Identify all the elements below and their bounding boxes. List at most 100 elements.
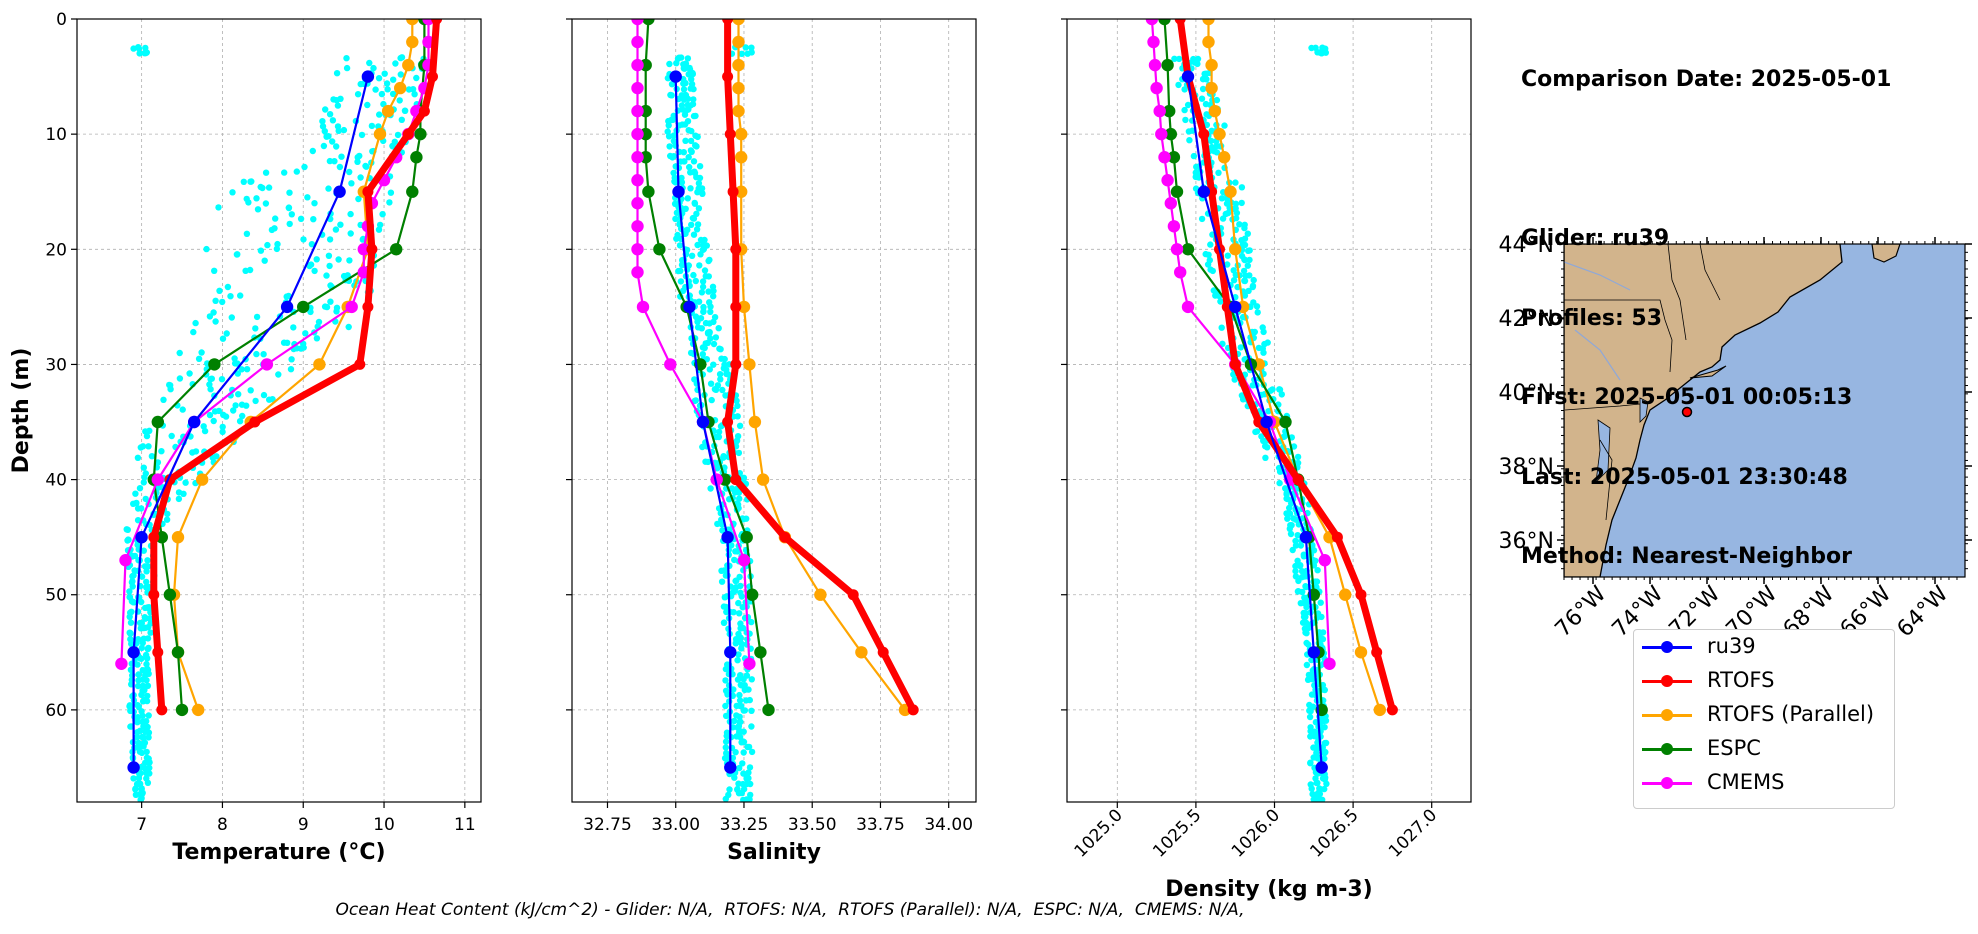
- data-point: [855, 646, 868, 659]
- data-point: [1181, 243, 1195, 256]
- glider-scatter-point: [1294, 453, 1302, 461]
- data-point: [1279, 415, 1292, 429]
- data-point: [743, 657, 756, 670]
- glider-scatter-point: [235, 391, 242, 398]
- glider-scatter-point: [672, 215, 679, 223]
- data-point: [345, 300, 358, 314]
- data-point: [366, 243, 378, 255]
- x-tick-label: 1025.0: [1071, 805, 1127, 861]
- glider-scatter-point: [195, 355, 203, 362]
- data-point: [362, 186, 374, 198]
- data-point: [357, 243, 370, 256]
- glider-scatter-point: [304, 194, 311, 201]
- glider-scatter-point: [139, 789, 146, 797]
- data-point: [1208, 104, 1222, 118]
- glider-scatter-point: [1321, 724, 1328, 731]
- glider-scatter-point: [332, 226, 340, 233]
- glider-scatter-point: [133, 500, 140, 507]
- glider-scatter-point: [134, 682, 142, 690]
- glider-scatter: [123, 44, 427, 802]
- data-point: [135, 531, 148, 544]
- data-point: [196, 473, 209, 486]
- glider-scatter-point: [708, 396, 715, 404]
- legend-marker: [1661, 709, 1673, 721]
- glider-scatter-point: [376, 221, 384, 229]
- glider-scatter-point: [685, 71, 692, 78]
- glider-scatter-point: [1241, 292, 1249, 299]
- glider-scatter-point: [257, 247, 265, 254]
- glider-scatter-point: [180, 490, 187, 497]
- glider-scatter-point: [707, 308, 714, 315]
- glider-scatter-point: [1207, 137, 1215, 145]
- glider-scatter-point: [684, 95, 692, 103]
- glider-scatter-point: [706, 328, 713, 336]
- glider-scatter-point: [141, 474, 148, 481]
- data-point: [737, 300, 751, 314]
- glider-scatter-point: [1302, 629, 1309, 636]
- glider-scatter-point: [686, 64, 693, 72]
- glider-scatter-point: [229, 189, 236, 196]
- glider-scatter-point: [273, 245, 281, 253]
- data-point: [1354, 646, 1368, 659]
- glider-scatter-point: [740, 474, 748, 481]
- glider-scatter-point: [705, 273, 712, 280]
- glider-scatter-point: [1201, 70, 1208, 78]
- glider-scatter-point: [1306, 713, 1314, 721]
- data-point: [119, 554, 132, 567]
- glider-scatter-point: [389, 90, 397, 98]
- glider-scatter-point: [192, 319, 199, 327]
- glider-scatter-point: [700, 308, 707, 316]
- glider-scatter-point: [720, 365, 727, 372]
- glider-scatter-point: [732, 639, 740, 647]
- data-point: [1307, 646, 1321, 659]
- glider-scatter-point: [1207, 241, 1214, 248]
- data-point: [427, 71, 438, 83]
- data-point: [1174, 266, 1187, 279]
- glider-scatter-point: [254, 206, 262, 213]
- data-point: [1205, 58, 1218, 72]
- glider-scatter-point: [1203, 111, 1210, 118]
- glider-scatter-point: [176, 349, 183, 357]
- glider-scatter-point: [1305, 676, 1312, 683]
- glider-scatter-point: [284, 339, 291, 346]
- first-time: First: 2025-05-01 00:05:13: [1521, 385, 1853, 410]
- data-point: [148, 589, 160, 601]
- glider-scatter-point: [1289, 546, 1296, 554]
- data-point: [1355, 589, 1367, 601]
- glider-scatter-point: [290, 324, 297, 331]
- data-point: [1331, 531, 1343, 543]
- data-point: [722, 416, 734, 428]
- glider-scatter-point: [219, 298, 226, 306]
- glider-scatter-point: [748, 707, 755, 714]
- glider-scatter-point: [722, 744, 729, 751]
- glider-scatter-point: [1191, 59, 1198, 66]
- glider-scatter-point: [1246, 247, 1253, 254]
- glider-scatter-point: [243, 230, 251, 237]
- glider-scatter-point: [139, 698, 147, 705]
- glider-scatter-point: [687, 349, 695, 357]
- data-point: [740, 531, 753, 544]
- glider-scatter-point: [1181, 86, 1188, 93]
- glider-scatter-point: [145, 712, 152, 719]
- method: Method: Nearest-Neighbor: [1521, 544, 1852, 569]
- glider-scatter-point: [686, 163, 693, 171]
- glider-scatter-point: [671, 178, 678, 185]
- glider-scatter-point: [690, 271, 697, 279]
- glider-scatter-point: [1322, 717, 1330, 724]
- profile-count: Profiles: 53: [1521, 305, 1663, 331]
- glider-scatter-point: [375, 226, 383, 233]
- glider-scatter-point: [219, 423, 226, 431]
- glider-scatter-point: [232, 402, 239, 409]
- data-point: [390, 243, 403, 256]
- glider-scatter-point: [745, 769, 752, 776]
- glider-scatter-point: [710, 361, 717, 368]
- y-tick-label: 30: [45, 355, 67, 375]
- glider-scatter-point: [1213, 149, 1221, 156]
- glider-scatter-point: [735, 790, 743, 797]
- data-point: [1299, 531, 1313, 544]
- glider-scatter-point: [160, 396, 167, 403]
- glider-scatter-point: [707, 303, 714, 310]
- y-tick-label: 0: [56, 10, 67, 30]
- glider-scatter-point: [1310, 796, 1317, 802]
- glider-scatter-point: [690, 85, 697, 93]
